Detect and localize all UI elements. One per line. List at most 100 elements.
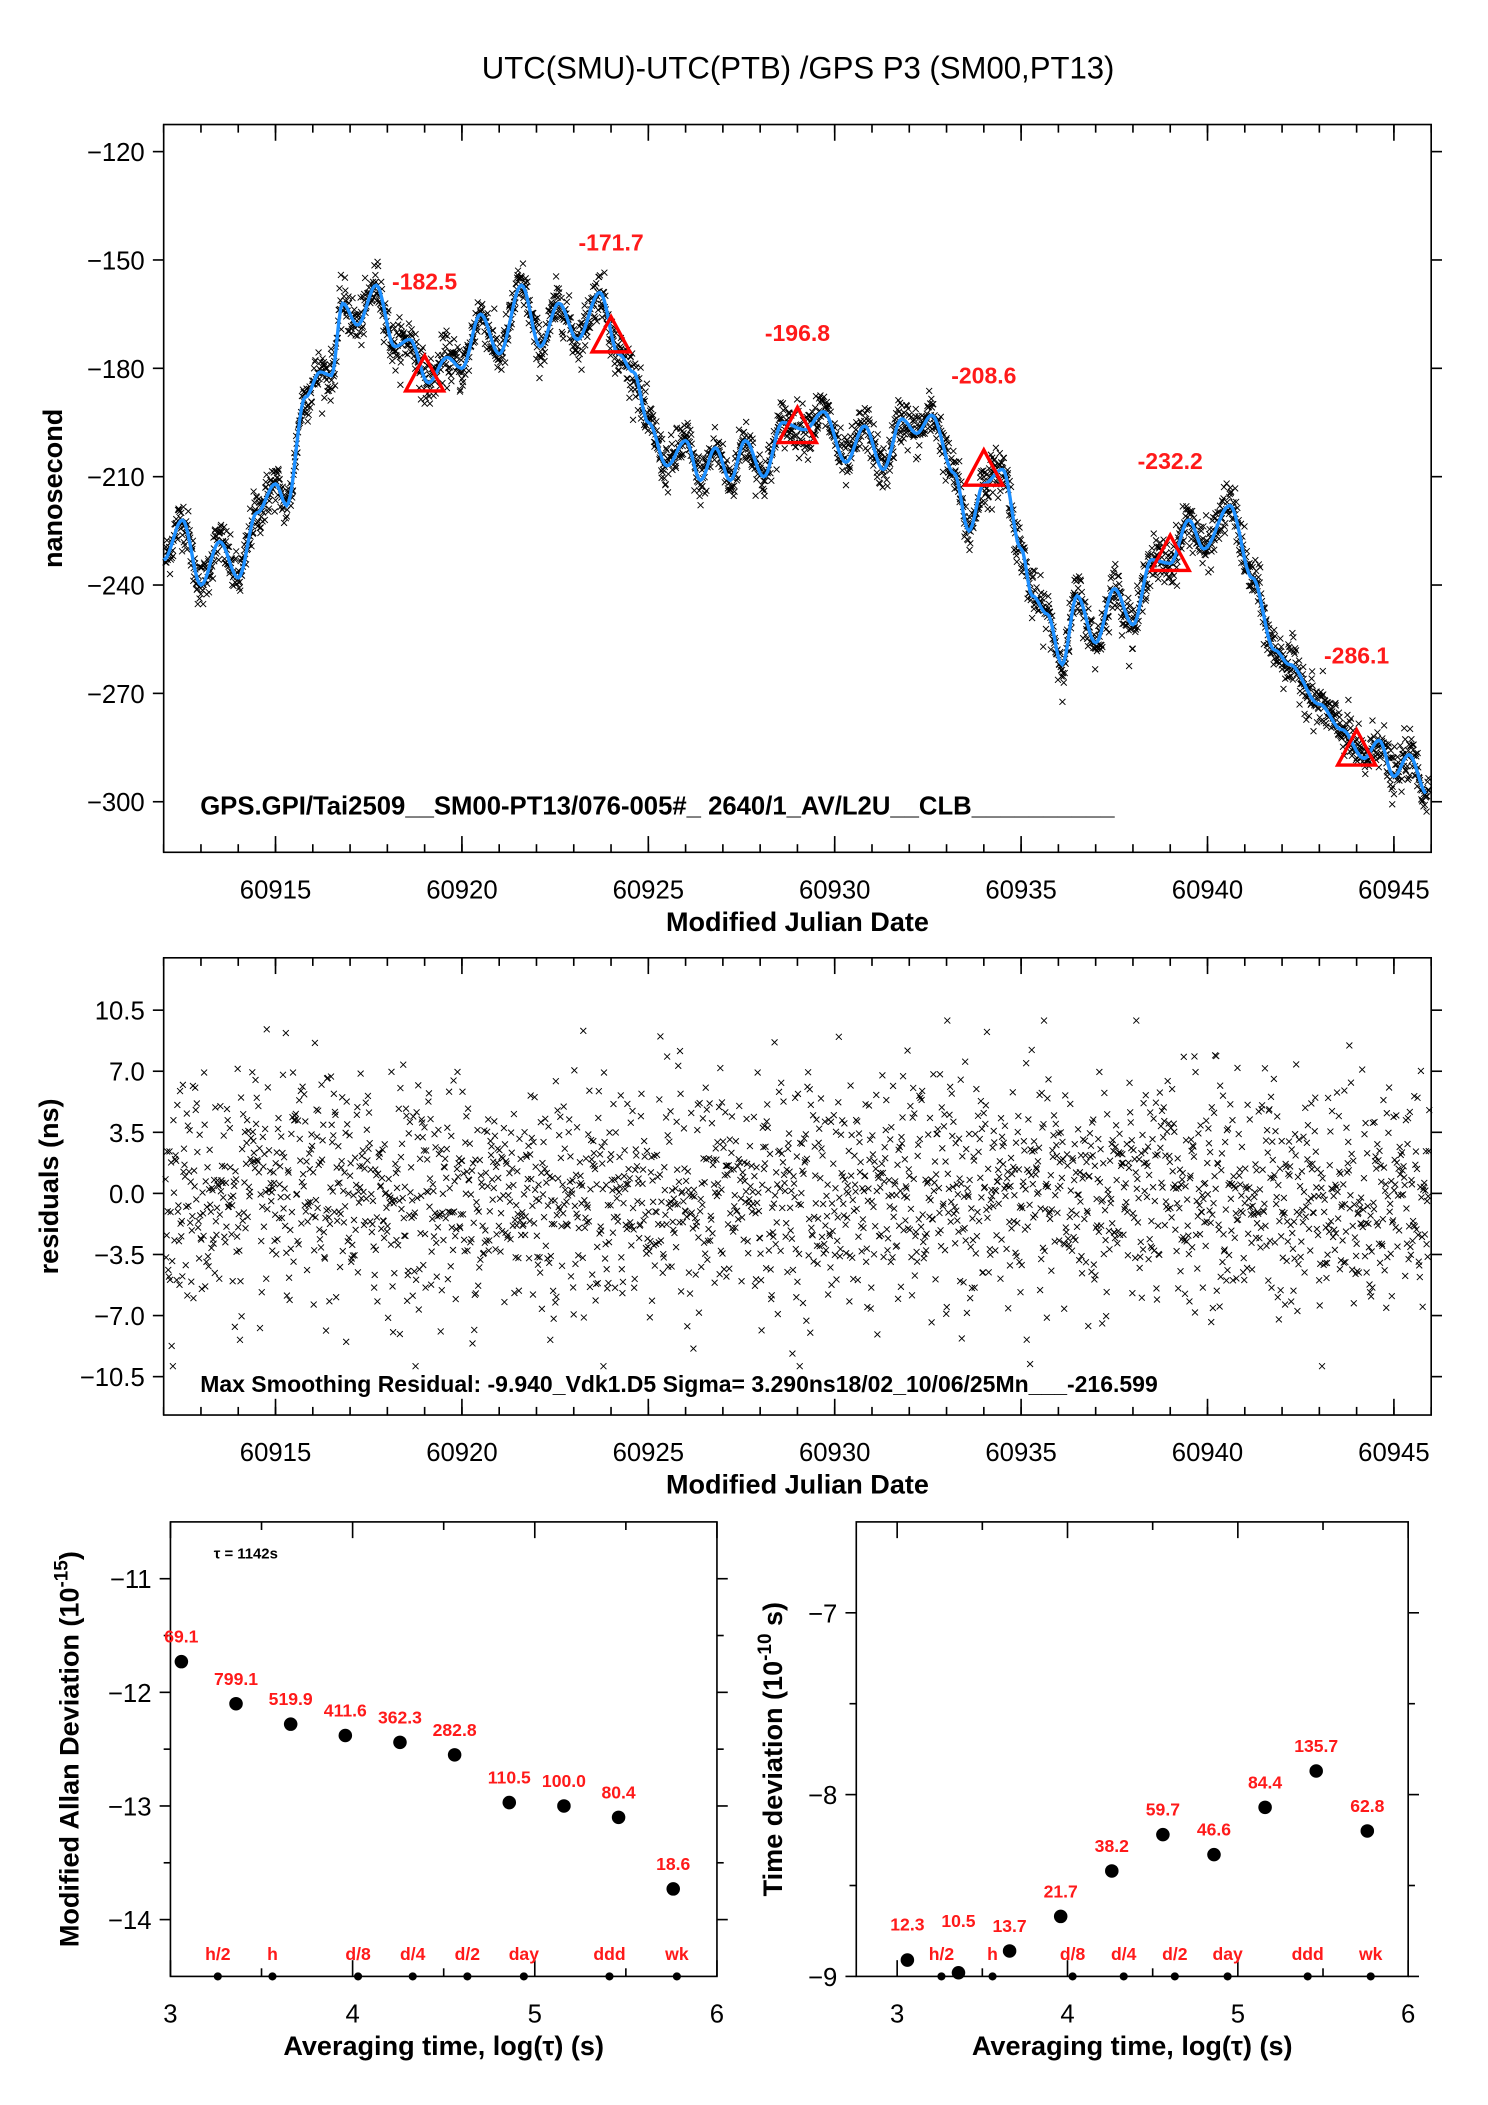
residual-point [493, 1230, 500, 1238]
residual-point [439, 1190, 447, 1198]
residual-point [398, 1140, 406, 1148]
residual-point [905, 1172, 913, 1180]
data-point [275, 467, 282, 474]
residual-point [1134, 1219, 1142, 1226]
residual-point [624, 1100, 631, 1108]
residual-point [1020, 1137, 1028, 1145]
residual-point [409, 1292, 417, 1300]
residual-point [663, 1053, 671, 1060]
residual-point [1227, 1195, 1235, 1203]
data-point [827, 408, 835, 416]
data-point [331, 382, 339, 389]
residual-point [372, 1246, 380, 1254]
residual-point [928, 1319, 935, 1326]
residual-point [412, 1276, 420, 1284]
residual-point [532, 1163, 539, 1171]
residual-point [950, 1118, 957, 1126]
residual-point [335, 1142, 342, 1150]
residual-point [629, 1107, 636, 1115]
residual-point [600, 1069, 608, 1076]
residual-point [174, 1208, 182, 1215]
residual-point [403, 1297, 411, 1305]
residual-point [232, 1167, 239, 1175]
residual-point [975, 1148, 982, 1156]
residual-point [1141, 1187, 1148, 1195]
residual-point [521, 1231, 529, 1239]
data-point [624, 375, 631, 383]
residual-point [1135, 1194, 1142, 1202]
residual-point [974, 1112, 982, 1120]
residual-point [603, 1285, 611, 1292]
residual-point [1064, 1235, 1072, 1242]
data-point [715, 438, 723, 446]
residual-point [719, 1250, 726, 1257]
residual-point [831, 1251, 839, 1259]
residual-point [834, 1214, 842, 1221]
residual-point [180, 1145, 188, 1152]
residual-point [416, 1155, 424, 1163]
data-point [538, 332, 545, 340]
residual-point [1165, 1152, 1173, 1160]
residual-point [1102, 1312, 1110, 1320]
data-point [684, 419, 691, 427]
data-point [197, 590, 205, 598]
smoothed-curve [162, 283, 1428, 795]
residual-point [1205, 1139, 1213, 1147]
data-point [209, 575, 217, 582]
residual-point [887, 1258, 895, 1266]
residual-point [569, 1284, 577, 1291]
residual-point [1075, 1191, 1082, 1198]
residual-point [1024, 1223, 1032, 1231]
residual-point [1068, 1247, 1076, 1254]
residual-point [559, 1210, 567, 1217]
residual-point [1169, 1167, 1176, 1175]
data-point [817, 392, 824, 399]
residual-point [405, 1130, 413, 1137]
residual-point [689, 1225, 697, 1232]
residual-point [435, 1126, 442, 1134]
data-point [555, 289, 563, 296]
residual-point [966, 1294, 974, 1302]
residual-point [1191, 1309, 1199, 1316]
data-point [1016, 524, 1023, 531]
residual-point [476, 1156, 484, 1164]
residual-point [1142, 1091, 1150, 1099]
data-point [1146, 582, 1154, 590]
residual-point [1199, 1284, 1207, 1291]
residual-point [973, 1085, 980, 1093]
residual-point [371, 1166, 379, 1173]
data-point [380, 338, 388, 346]
residual-point [469, 1159, 477, 1167]
residual-point [1078, 1269, 1086, 1277]
residual-point [1045, 1076, 1052, 1083]
residual-point [755, 1189, 762, 1196]
residual-point [537, 1118, 545, 1126]
residual-point [267, 1197, 275, 1205]
residual-point [807, 1101, 815, 1109]
residual-point [441, 1155, 449, 1163]
residual-point [194, 1148, 201, 1156]
residual-point [280, 1205, 287, 1212]
residual-point [1049, 1146, 1056, 1154]
data-point [361, 274, 369, 282]
residual-point [897, 1283, 905, 1291]
residual-point [533, 1232, 541, 1240]
residual-point [368, 1228, 376, 1236]
residual-point [1074, 1191, 1081, 1199]
residual-point [246, 1188, 254, 1196]
residual-point [1015, 1112, 1022, 1120]
residual-point [301, 1118, 309, 1125]
residual-point [1149, 1183, 1157, 1191]
residual-point [1113, 1176, 1120, 1184]
data-point [558, 328, 566, 336]
residual-point [571, 1202, 579, 1210]
residual-point [1072, 1236, 1079, 1244]
residual-point [536, 1269, 544, 1276]
data-point [839, 466, 846, 474]
residual-point [963, 1309, 971, 1317]
residual-point [789, 1266, 797, 1274]
data-point [615, 366, 623, 374]
residual-point [643, 1147, 651, 1155]
data-point [199, 600, 207, 608]
residual-point [995, 1173, 1003, 1181]
